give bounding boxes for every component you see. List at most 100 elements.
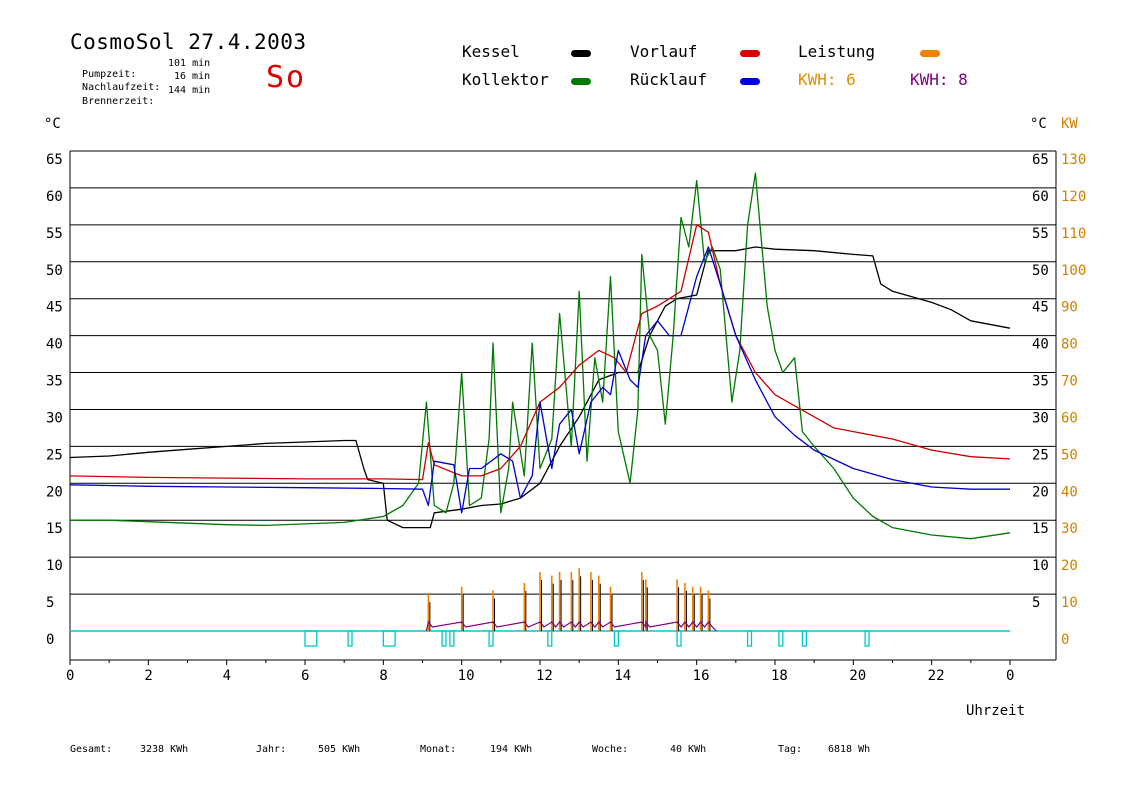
footer-monat-label: Monat: (420, 744, 457, 755)
y-tick-label-right-c: 65 (1032, 152, 1049, 168)
y-axis-unit-left: °C (44, 116, 61, 132)
y-tick-label-right-c: 25 (1032, 447, 1049, 463)
pump-interval (864, 630, 870, 647)
y-tick-label-left: 0 (46, 632, 54, 648)
x-tick-label: 0 (66, 668, 74, 684)
footer-monat-value: 194 KWh (490, 744, 533, 755)
footer-tag-label: Tag: (778, 744, 803, 755)
legend-kwh-purple: KWH: 8 (910, 70, 968, 89)
brennerzeit-row: Brennerzeit: 144 min (70, 85, 210, 118)
y-tick-label-right-c: 60 (1032, 189, 1049, 205)
y-tick-label-left: 65 (46, 152, 63, 168)
legend-leistung-swatch (920, 50, 940, 57)
legend-kollektor: Kollektor (462, 70, 549, 89)
y-tick-label-right-c: 45 (1032, 300, 1049, 316)
x-tick-label: 6 (301, 668, 309, 684)
y-tick-label-right-c: 35 (1032, 374, 1049, 390)
pump-interval (778, 630, 784, 647)
y-tick-label-left: 25 (46, 447, 63, 463)
legend-ruecklauf-swatch (740, 78, 760, 85)
series-line-kessel (69, 246, 1011, 529)
y-tick-label-left: 55 (46, 226, 63, 242)
pump-interval (488, 630, 494, 647)
legend-ruecklauf: Rücklauf (630, 70, 708, 89)
pump-interval (382, 630, 396, 647)
y-tick-label-right-kw: 60 (1061, 410, 1078, 426)
pumpzeit-row: Pumpzeit: 101 min (70, 58, 210, 91)
y-axis-unit-right-c: °C (1030, 116, 1047, 132)
y-tick-label-right-kw: 80 (1061, 337, 1078, 353)
pump-interval (304, 630, 318, 647)
nachlaufzeit-value: 16 min (174, 71, 211, 82)
pump-interval (449, 630, 455, 647)
footer-woche-label: Woche: (592, 744, 629, 755)
weekday-label: So (266, 60, 307, 95)
y-tick-label-right-c: 50 (1032, 263, 1049, 279)
y-tick-label-right-c: 20 (1032, 484, 1049, 500)
footer-jahr-label: Jahr: (256, 744, 287, 755)
y-tick-label-left: 60 (46, 189, 63, 205)
footer-tag-value: 6818 Wh (828, 744, 871, 755)
y-tick-label-right-kw: 40 (1061, 484, 1078, 500)
legend-vorlauf: Vorlauf (630, 42, 698, 61)
pumpzeit-value: 101 min (168, 58, 211, 69)
legend-kollektor-swatch (571, 78, 591, 85)
y-tick-label-right-c: 40 (1032, 337, 1049, 353)
x-tick-label: 20 (849, 668, 866, 684)
series-line-ruecklauf (69, 246, 1010, 514)
x-tick-label: 4 (223, 668, 231, 684)
y-tick-label-right-c: 30 (1032, 410, 1049, 426)
y-tick-label-right-kw: 90 (1061, 300, 1078, 316)
pump-interval (441, 630, 447, 647)
y-tick-label-left: 35 (46, 374, 63, 390)
series-line-vorlauf (69, 224, 1011, 481)
y-tick-label-left: 40 (46, 337, 63, 353)
y-tick-label-right-kw: 10 (1061, 595, 1078, 611)
y-tick-label-left: 15 (46, 521, 63, 537)
nachlaufzeit-row: Nachlaufzeit: 16 min (70, 71, 210, 104)
chart-title: CosmoSol 27.4.2003 (70, 30, 307, 54)
y-tick-label-right-c: 5 (1032, 595, 1040, 611)
y-tick-label-right-c: 10 (1032, 558, 1049, 574)
x-tick-label: 18 (771, 668, 788, 684)
y-tick-label-right-kw: 120 (1061, 189, 1086, 205)
y-tick-label-right-kw: 0 (1061, 632, 1069, 648)
footer-woche-value: 40 KWh (670, 744, 707, 755)
series-line-kollektor (70, 172, 1011, 540)
y-tick-label-left: 20 (46, 484, 63, 500)
y-tick-label-right-kw: 130 (1061, 152, 1086, 168)
footer-gesamt-label: Gesamt: (70, 744, 113, 755)
y-tick-label-right-kw: 20 (1061, 558, 1078, 574)
y-tick-label-right-kw: 50 (1061, 447, 1078, 463)
x-tick-label: 0 (1006, 668, 1014, 684)
y-tick-label-right-kw: 30 (1061, 521, 1078, 537)
x-tick-label: 14 (614, 668, 631, 684)
pump-interval (547, 630, 553, 647)
pump-interval (613, 630, 619, 647)
footer-jahr-value: 505 KWh (318, 744, 361, 755)
y-tick-label-right-kw: 70 (1061, 374, 1078, 390)
pump-interval (347, 630, 353, 647)
y-tick-label-left: 10 (46, 558, 63, 574)
legend-kessel-swatch (571, 50, 591, 57)
pumpzeit-label: Pumpzeit: (82, 69, 137, 80)
brennerzeit-value: 144 min (168, 85, 211, 96)
pump-interval (801, 630, 807, 647)
legend-kessel: Kessel (462, 42, 520, 61)
y-tick-label-right-kw: 100 (1061, 263, 1086, 279)
x-tick-label: 2 (144, 668, 152, 684)
legend-leistung: Leistung (798, 42, 876, 61)
y-tick-label-right-c: 55 (1032, 226, 1049, 242)
legend-vorlauf-swatch (740, 50, 760, 57)
energy-line (425, 620, 717, 632)
x-tick-label: 22 (928, 668, 945, 684)
pump-interval (676, 630, 682, 647)
y-tick-label-right-kw: 110 (1061, 226, 1086, 242)
legend-kwh-orange: KWH: 6 (798, 70, 856, 89)
brennerzeit-label: Brennerzeit: (82, 96, 155, 107)
x-tick-label: 12 (536, 668, 553, 684)
x-tick-label: 10 (458, 668, 475, 684)
y-tick-label-left: 30 (46, 410, 63, 426)
pump-interval (746, 630, 753, 647)
